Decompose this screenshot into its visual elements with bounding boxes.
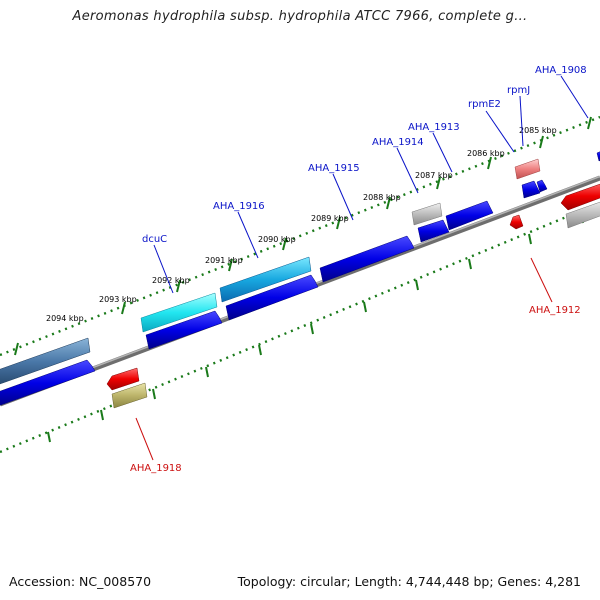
cds-arrow-AHA_1912[interactable] [509, 214, 524, 230]
cds-arrow-AHA_1915[interactable] [319, 235, 415, 283]
gene-label-dcuC[interactable]: dcuC [142, 234, 167, 245]
kbp-label: 2085 kbp [519, 126, 557, 135]
kbp-label: 2091 kbp [205, 256, 243, 265]
inner-ruler [0, 201, 600, 454]
gene-label-AHA_1918[interactable]: AHA_1918 [130, 463, 182, 474]
gene-feature-AHA_1913-pseudo[interactable] [411, 202, 443, 226]
forward-label-lines [153, 75, 589, 294]
cds-arrow[interactable] [0, 359, 96, 406]
gene-feature[interactable] [0, 337, 91, 385]
map-title: Aeromonas hydrophila subsp. hydrophila A… [72, 9, 528, 24]
cds-arrow-dcuC[interactable] [145, 310, 223, 350]
gene-labels: AHA_1908 rpmJ rpmE2 AHA_1913 AHA_1914 AH… [130, 65, 587, 474]
gene-feature-rpmE2[interactable] [514, 158, 541, 180]
gene-label-AHA_1915[interactable]: AHA_1915 [308, 163, 360, 174]
kbp-label: 2087 kbp [415, 171, 453, 180]
accession-text: Accession: NC_008570 [9, 574, 152, 589]
gene-feature-AHA_1908[interactable] [596, 150, 600, 162]
kbp-label: 2089 kbp [311, 214, 349, 223]
outer-major-ticks [14, 116, 592, 356]
reverse-label-lines [135, 257, 553, 461]
gene-feature-AHA_1918[interactable] [111, 382, 148, 409]
gene-label-rpmE2[interactable]: rpmE2 [468, 99, 501, 110]
cds-arrow-rpmE2[interactable] [521, 180, 541, 199]
outer-ruler [0, 115, 600, 357]
gene-feature-AHA_1916[interactable] [219, 256, 312, 303]
gene-label-AHA_1912[interactable]: AHA_1912 [529, 305, 581, 316]
forward-cds-track [0, 179, 548, 406]
gene-label-AHA_1913[interactable]: AHA_1913 [408, 122, 460, 133]
cds-arrow-AHA_1907[interactable] [560, 182, 600, 211]
cds-arrow-AHA_1916[interactable] [225, 274, 319, 321]
kbp-label: 2092 kbp [152, 276, 190, 285]
gene-label-AHA_1916[interactable]: AHA_1916 [213, 201, 265, 212]
inner-major-ticks [47, 212, 584, 443]
cds-arrow-AHA_1913[interactable] [445, 200, 494, 231]
forward-gene-track [0, 150, 600, 385]
cds-arrow-rpmJ[interactable] [536, 179, 548, 193]
kbp-labels: 2085 kbp 2086 kbp 2087 kbp 2088 kbp 2089… [46, 126, 557, 323]
gene-feature-AHA_1907[interactable] [565, 200, 600, 229]
gene-label-rpmJ[interactable]: rpmJ [507, 85, 530, 96]
cds-arrow-AHA_1914[interactable] [417, 219, 450, 243]
gene-feature-dcuC[interactable] [140, 292, 218, 333]
kbp-label: 2086 kbp [467, 149, 505, 158]
reverse-gene-track [106, 182, 600, 409]
kbp-label: 2093 kbp [99, 295, 137, 304]
genome-summary-text: Topology: circular; Length: 4,744,448 bp… [237, 574, 581, 589]
kbp-label: 2088 kbp [363, 193, 401, 202]
kbp-label: 2090 kbp [258, 235, 296, 244]
gene-label-AHA_1914[interactable]: AHA_1914 [372, 137, 424, 148]
cds-arrow-AHA_1918[interactable] [106, 367, 140, 391]
gene-label-AHA_1908[interactable]: AHA_1908 [535, 65, 587, 76]
kbp-label: 2094 kbp [46, 314, 84, 323]
